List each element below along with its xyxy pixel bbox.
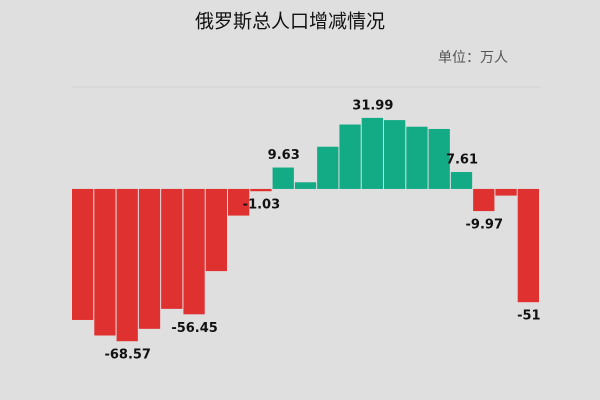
data-label: -68.57 [104,348,151,363]
chart-title: 俄罗斯总人口增减情况 [195,11,385,33]
bar [294,182,317,189]
bar [183,188,205,315]
data-label: 31.99 [352,98,393,113]
bar [339,124,361,189]
bar [495,188,517,196]
bar [406,126,428,189]
bar [161,188,183,309]
data-label: -9.97 [466,218,503,233]
bar [205,188,227,272]
bar [250,188,272,192]
bar [272,167,294,189]
bar [473,188,495,212]
bar [361,117,383,189]
bar [138,188,161,329]
bar [94,188,116,336]
bar [228,188,250,216]
data-label: -56.45 [171,321,218,336]
bar [116,188,138,342]
bar [72,188,94,320]
data-label: 9.63 [268,148,300,163]
data-label: 7.61 [446,153,478,168]
bar [428,128,450,189]
bar [450,172,473,189]
bar [384,120,406,189]
data-label: -1.03 [243,198,280,213]
data-label: -51 [517,309,541,324]
bar [317,146,339,189]
bar [517,188,539,303]
unit-label: 单位：万人 [438,50,508,66]
